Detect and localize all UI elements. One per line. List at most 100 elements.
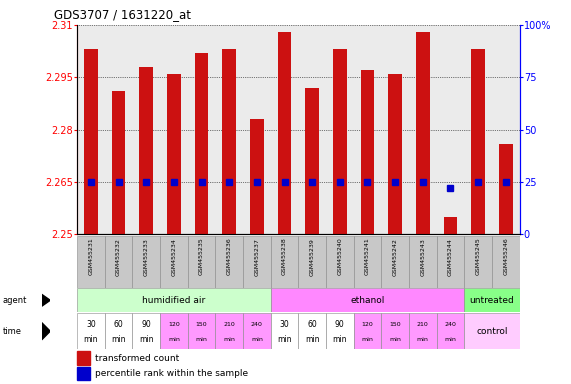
- Text: transformed count: transformed count: [95, 354, 180, 362]
- Text: GSM455241: GSM455241: [365, 238, 370, 275]
- Bar: [381, 313, 409, 349]
- Bar: [132, 236, 160, 288]
- Bar: [409, 313, 437, 349]
- Bar: [188, 236, 215, 288]
- Bar: [271, 288, 464, 312]
- Bar: [437, 236, 464, 288]
- Bar: [195, 53, 208, 234]
- Bar: [271, 236, 298, 288]
- Bar: [388, 74, 402, 234]
- Bar: [215, 236, 243, 288]
- Bar: [437, 313, 464, 349]
- Bar: [132, 313, 160, 349]
- Text: min: min: [305, 335, 319, 344]
- Text: untreated: untreated: [469, 296, 514, 305]
- Text: GSM455235: GSM455235: [199, 238, 204, 275]
- Bar: [222, 50, 236, 234]
- Text: GSM455232: GSM455232: [116, 238, 121, 276]
- Polygon shape: [42, 294, 50, 306]
- Text: min: min: [223, 337, 235, 342]
- Text: min: min: [139, 335, 154, 344]
- Bar: [139, 67, 153, 234]
- Text: GDS3707 / 1631220_at: GDS3707 / 1631220_at: [54, 8, 191, 21]
- Text: 30: 30: [280, 320, 289, 329]
- Bar: [298, 313, 326, 349]
- Bar: [464, 313, 520, 349]
- Bar: [492, 236, 520, 288]
- Text: GSM455239: GSM455239: [309, 238, 315, 276]
- Bar: [77, 288, 271, 312]
- Text: control: control: [476, 327, 508, 336]
- Text: GSM455243: GSM455243: [420, 238, 425, 276]
- Bar: [243, 236, 271, 288]
- Text: humidified air: humidified air: [142, 296, 206, 305]
- Bar: [77, 236, 104, 288]
- Text: agent: agent: [3, 296, 27, 305]
- Text: min: min: [84, 335, 98, 344]
- Text: min: min: [332, 335, 347, 344]
- Text: GSM455242: GSM455242: [393, 238, 397, 276]
- Bar: [160, 313, 188, 349]
- Bar: [333, 50, 347, 234]
- Text: min: min: [111, 335, 126, 344]
- Bar: [353, 313, 381, 349]
- Text: 150: 150: [196, 322, 207, 327]
- Text: min: min: [251, 337, 263, 342]
- Text: 210: 210: [417, 322, 429, 327]
- Text: GSM455245: GSM455245: [476, 238, 481, 275]
- Text: GSM455240: GSM455240: [337, 238, 343, 275]
- Bar: [271, 313, 298, 349]
- Bar: [444, 217, 457, 234]
- Bar: [360, 70, 375, 234]
- Text: 240: 240: [445, 322, 456, 327]
- Text: 210: 210: [223, 322, 235, 327]
- Text: GSM455244: GSM455244: [448, 238, 453, 276]
- Bar: [464, 288, 520, 312]
- Bar: [112, 91, 126, 234]
- Text: 30: 30: [86, 320, 96, 329]
- Bar: [243, 313, 271, 349]
- Bar: [299, 236, 326, 288]
- Text: min: min: [445, 337, 456, 342]
- Bar: [464, 236, 492, 288]
- Text: 60: 60: [114, 320, 123, 329]
- Bar: [471, 50, 485, 234]
- Text: 90: 90: [335, 320, 345, 329]
- Text: GSM455237: GSM455237: [254, 238, 259, 276]
- Text: time: time: [3, 327, 22, 336]
- Bar: [215, 313, 243, 349]
- Text: 150: 150: [389, 322, 401, 327]
- Text: 240: 240: [251, 322, 263, 327]
- Text: min: min: [361, 337, 373, 342]
- Bar: [188, 313, 215, 349]
- Text: 120: 120: [168, 322, 180, 327]
- Text: GSM455236: GSM455236: [227, 238, 232, 275]
- Bar: [167, 74, 181, 234]
- Text: 60: 60: [307, 320, 317, 329]
- Bar: [305, 88, 319, 234]
- Text: percentile rank within the sample: percentile rank within the sample: [95, 369, 248, 378]
- Text: GSM455233: GSM455233: [144, 238, 148, 276]
- Bar: [409, 236, 437, 288]
- Text: GSM455231: GSM455231: [89, 238, 94, 275]
- Text: GSM455234: GSM455234: [171, 238, 176, 276]
- Bar: [84, 50, 98, 234]
- Text: GSM455246: GSM455246: [503, 238, 508, 275]
- Text: 90: 90: [142, 320, 151, 329]
- Bar: [353, 236, 381, 288]
- Bar: [278, 32, 291, 234]
- Bar: [160, 236, 188, 288]
- Text: ethanol: ethanol: [350, 296, 385, 305]
- Polygon shape: [42, 323, 50, 340]
- Text: min: min: [389, 337, 401, 342]
- Bar: [250, 119, 264, 234]
- Text: min: min: [168, 337, 180, 342]
- Bar: [326, 313, 353, 349]
- Bar: [326, 236, 353, 288]
- Text: min: min: [278, 335, 292, 344]
- Bar: [416, 32, 430, 234]
- Text: 120: 120: [361, 322, 373, 327]
- Bar: [104, 236, 132, 288]
- Bar: [104, 313, 132, 349]
- Text: min: min: [196, 337, 207, 342]
